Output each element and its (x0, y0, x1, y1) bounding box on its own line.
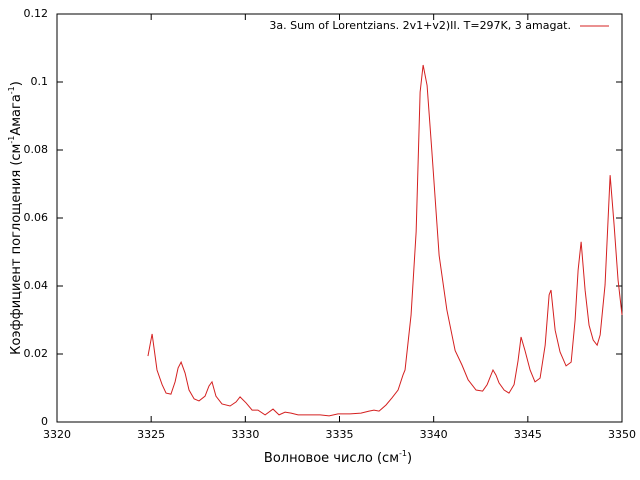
legend-label: 3a. Sum of Lorentzians. 2v1+v2)II. T=297… (269, 19, 571, 32)
y-label-sup: -1 (7, 136, 16, 144)
plot-frame (56, 13, 623, 423)
x-tick-label: 3345 (514, 428, 542, 441)
y-tick-label: 0.12 (24, 7, 49, 20)
y-tick-label: 0.06 (24, 211, 49, 224)
y-tick-label: 0 (41, 415, 48, 428)
y-axis-label: Коэффициент поглощения (см-1Амага-1) (7, 81, 24, 355)
x-tick-label: 3340 (420, 428, 448, 441)
x-tick-label: 3320 (43, 428, 71, 441)
x-tick-label: 3350 (608, 428, 636, 441)
y-label-text: Коэффициент поглощения (см (9, 144, 24, 355)
y-label-text: Амага (9, 94, 24, 135)
x-label-text: Волновое число (см (264, 451, 399, 466)
x-label-text: ) (407, 451, 412, 466)
y-label-text: ) (9, 81, 24, 86)
y-tick-label: 0.02 (24, 347, 49, 360)
x-tick-label: 3325 (137, 428, 165, 441)
x-label-sup: -1 (399, 449, 407, 458)
data-line (147, 64, 623, 417)
y-label-sup: -1 (7, 86, 16, 94)
y-tick-label: 0.04 (24, 279, 49, 292)
x-axis-label: Волновое число (см-1) (264, 449, 412, 466)
x-tick-label: 3335 (326, 428, 354, 441)
y-tick-label: 0.08 (24, 143, 49, 156)
x-tick-label: 3330 (231, 428, 259, 441)
y-tick-label: 0.1 (31, 75, 49, 88)
